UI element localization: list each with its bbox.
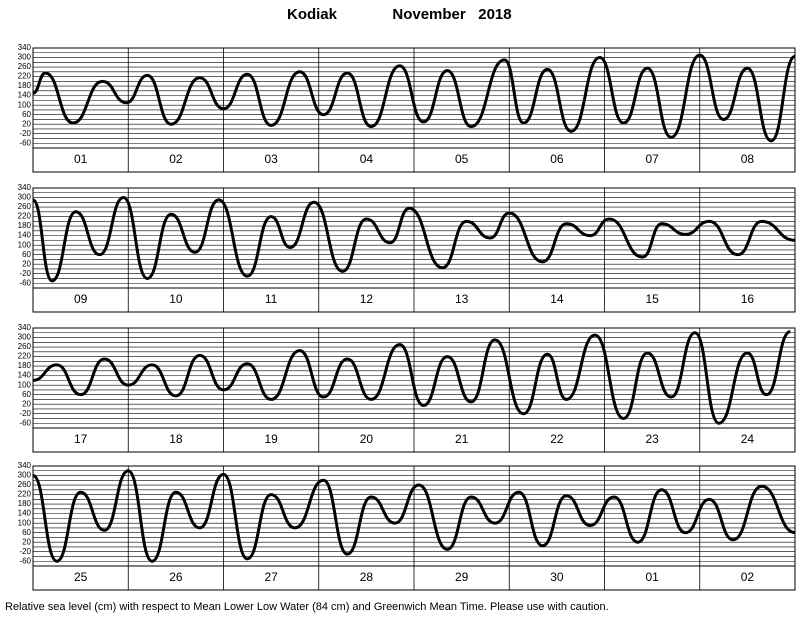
day-label: 01: [74, 152, 88, 166]
day-label: 03: [264, 152, 278, 166]
y-tick-label: 140: [18, 91, 32, 100]
month-title: November 2018: [392, 6, 511, 23]
y-tick-label: -60: [19, 556, 31, 565]
y-tick-label: 260: [18, 62, 32, 71]
day-label: 16: [741, 292, 755, 306]
day-label: 24: [741, 432, 755, 446]
day-label: 19: [264, 432, 278, 446]
day-label: 01: [645, 570, 659, 584]
day-label: 11: [265, 292, 278, 306]
y-tick-label: 220: [18, 72, 32, 81]
day-label: 26: [169, 570, 183, 584]
y-tick-label: -60: [19, 278, 31, 287]
y-tick-label: 20: [22, 537, 31, 546]
day-label: 17: [74, 432, 88, 446]
y-tick-label: 180: [18, 499, 32, 508]
day-label: 07: [645, 152, 659, 166]
day-label: 21: [455, 432, 469, 446]
y-tick-label: 220: [18, 490, 32, 499]
y-tick-label: 300: [18, 471, 32, 480]
y-tick-label: 20: [22, 119, 31, 128]
day-label: 18: [169, 432, 183, 446]
day-label: 25: [74, 570, 88, 584]
y-tick-label: 300: [18, 333, 32, 342]
day-label: 28: [360, 570, 374, 584]
panel-frame: [32, 187, 796, 313]
day-label: 06: [550, 152, 564, 166]
tide-curve: [32, 469, 796, 563]
y-tick-label: 20: [22, 399, 31, 408]
day-label: 29: [455, 570, 469, 584]
y-tick-label: 100: [18, 518, 32, 527]
day-label: 15: [645, 292, 659, 306]
day-label: 20: [360, 432, 374, 446]
y-tick-label: 20: [22, 259, 31, 268]
day-label: 02: [169, 152, 183, 166]
y-tick-label: 220: [18, 212, 32, 221]
y-tick-label: -20: [19, 129, 31, 138]
day-label: 30: [550, 570, 564, 584]
y-tick-label: 260: [18, 202, 32, 211]
y-tick-label: -20: [19, 547, 31, 556]
day-label: 27: [264, 570, 278, 584]
y-tick-label: 140: [18, 231, 32, 240]
day-label: 22: [550, 432, 564, 446]
panel-frame: [32, 327, 796, 453]
y-tick-label: 140: [18, 371, 32, 380]
day-label: 13: [455, 292, 469, 306]
y-tick-label: 60: [22, 110, 31, 119]
y-tick-label: -60: [19, 138, 31, 147]
y-tick-label: 180: [18, 81, 32, 90]
station-title: Kodiak: [287, 6, 338, 23]
tide-curve: [31, 196, 796, 283]
y-tick-label: -20: [19, 269, 31, 278]
y-tick-label: -20: [19, 409, 31, 418]
y-tick-label: 340: [18, 183, 32, 192]
panel-frame: [32, 465, 796, 591]
day-label: 02: [741, 570, 755, 584]
y-tick-label: 340: [18, 461, 32, 470]
day-label: 12: [360, 292, 374, 306]
y-tick-label: -60: [19, 418, 31, 427]
y-tick-label: 300: [18, 193, 32, 202]
y-tick-label: 100: [18, 100, 32, 109]
day-label: 04: [360, 152, 374, 166]
y-tick-label: 100: [18, 240, 32, 249]
y-tick-label: 60: [22, 528, 31, 537]
y-tick-label: 180: [18, 221, 32, 230]
y-tick-label: 140: [18, 509, 32, 518]
day-label: 14: [550, 292, 564, 306]
y-tick-label: 340: [18, 43, 32, 52]
y-tick-label: 300: [18, 53, 32, 62]
day-label: 08: [741, 152, 755, 166]
y-tick-label: 260: [18, 480, 32, 489]
y-tick-label: 220: [18, 352, 32, 361]
y-tick-label: 60: [22, 250, 31, 259]
day-label: 10: [169, 292, 183, 306]
y-tick-label: 180: [18, 361, 32, 370]
panel-frame: [32, 47, 796, 173]
day-label: 09: [74, 292, 88, 306]
day-label: 05: [455, 152, 469, 166]
footnote: Relative sea level (cm) with respect to …: [5, 601, 609, 613]
tide-curve: [32, 53, 796, 143]
tide-curve: [32, 330, 791, 425]
y-tick-label: 260: [18, 342, 32, 351]
y-tick-label: 60: [22, 390, 31, 399]
y-tick-label: 340: [18, 323, 32, 332]
y-tick-label: 100: [18, 380, 32, 389]
day-label: 23: [645, 432, 659, 446]
